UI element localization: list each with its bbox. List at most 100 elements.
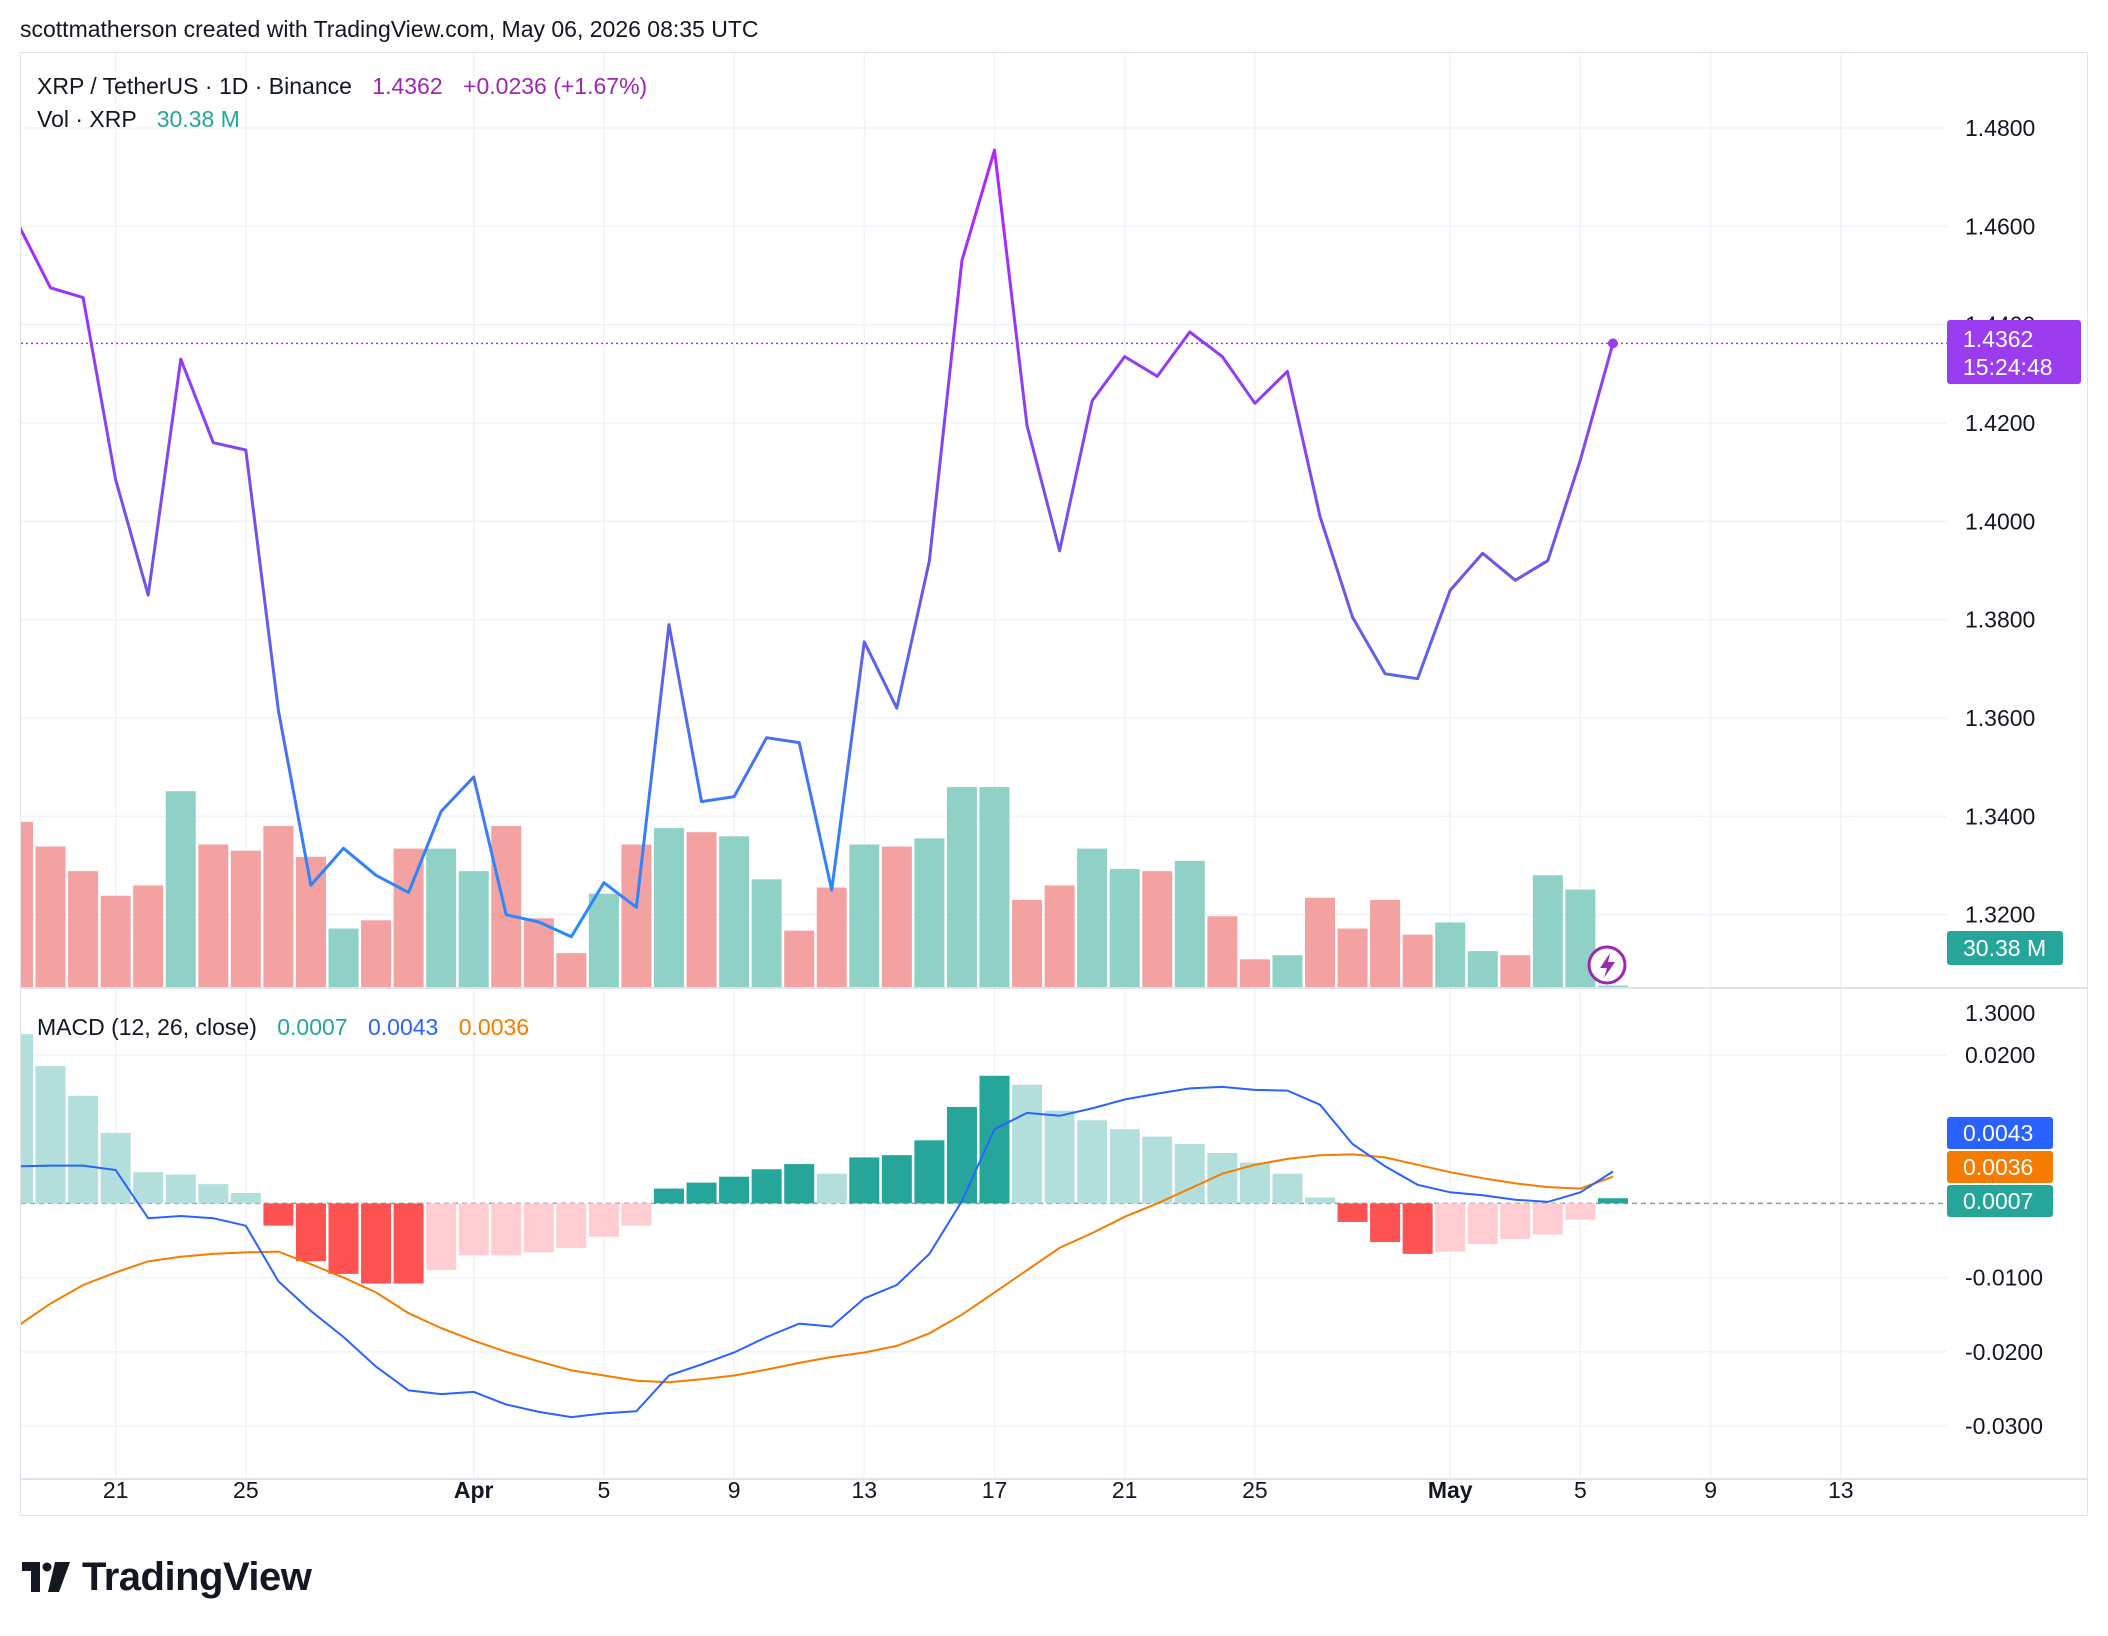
macd-tick-label: -0.0300 <box>1965 1413 2043 1439</box>
volume-bar <box>621 844 652 988</box>
macd-histogram-bar <box>979 1075 1010 1204</box>
macd-histogram-bar <box>1077 1120 1108 1204</box>
macd-histogram-bar <box>751 1169 782 1204</box>
macd-histogram-bar <box>230 1193 261 1204</box>
macd-histogram-bar <box>1272 1173 1303 1204</box>
volume-bar <box>816 887 847 988</box>
macd-histogram-bar <box>1467 1203 1498 1245</box>
macd-tick-label: -0.0100 <box>1965 1265 2043 1291</box>
macd-tick-label: 0.0200 <box>1965 1042 2035 1068</box>
macd-line <box>17 1085 1614 1419</box>
volume-bar <box>1012 899 1043 988</box>
volume-bar <box>328 928 359 988</box>
volume-bar <box>849 844 880 988</box>
macd-histogram-bar <box>588 1203 619 1237</box>
volume-bar <box>35 846 66 988</box>
volume-bar <box>1044 885 1075 988</box>
price-tick-label: 1.3400 <box>1965 803 2035 829</box>
time-tick-label: Apr <box>454 1477 494 1503</box>
chart-svg[interactable]: 1.48001.46001.44001.42001.40001.38001.36… <box>3 53 2087 1515</box>
svg-text:0.0043: 0.0043 <box>1963 1120 2033 1146</box>
volume-bar <box>1402 934 1433 988</box>
volume-bar <box>1467 951 1498 988</box>
price-tick-label: 1.3000 <box>1965 1000 2035 1026</box>
volume-bar <box>1500 955 1531 988</box>
volume-bar <box>1597 985 1628 988</box>
macd-histogram-bar <box>263 1203 294 1226</box>
macd-histogram-bar <box>654 1188 684 1204</box>
legend-change: +0.0236 (+1.67%) <box>463 73 647 99</box>
volume-bar <box>165 791 196 988</box>
volume-bar <box>1174 860 1205 988</box>
time-tick-label: 21 <box>103 1477 129 1503</box>
svg-text:0.0036: 0.0036 <box>1963 1154 2033 1180</box>
macd-histogram-bar <box>35 1066 66 1204</box>
volume-badge: 30.38 M <box>1947 931 2063 965</box>
tradingview-logo: TradingView <box>22 1554 312 1599</box>
legend-symbol: XRP / TetherUS · 1D · Binance 1.4362 +0.… <box>37 73 647 99</box>
price-tick-label: 1.4800 <box>1965 115 2035 141</box>
macd-histogram-bar <box>1305 1197 1335 1204</box>
chart-credit: scottmatherson created with TradingView.… <box>20 16 759 42</box>
volume-bar <box>295 856 326 988</box>
time-tick-label: 21 <box>1112 1477 1138 1503</box>
tradingview-logo-text: TradingView <box>82 1554 312 1599</box>
volume-bar <box>68 871 99 988</box>
macd-histogram-bar <box>458 1203 489 1256</box>
macd-histogram-bar <box>1337 1203 1368 1222</box>
volume-bar <box>1532 875 1563 988</box>
macd-pane <box>3 1034 1947 1419</box>
volume-bar <box>263 826 294 988</box>
volume-bar <box>1142 871 1173 988</box>
chart-frame: 1.48001.46001.44001.42001.40001.38001.36… <box>3 52 2088 1516</box>
price-tick-label: 1.3800 <box>1965 607 2035 633</box>
volume-bar <box>458 871 489 988</box>
volume-bar <box>1305 897 1335 988</box>
macd-histogram-bar <box>165 1174 196 1204</box>
volume-bar <box>393 848 424 988</box>
macd-histogram-bar <box>133 1172 164 1204</box>
legend-macd-line: 0.0043 <box>368 1014 438 1040</box>
macd-signal-badge: 0.0036 <box>1947 1151 2053 1183</box>
macd-histogram-bar <box>523 1203 554 1253</box>
macd-histogram-bar <box>1239 1162 1270 1204</box>
time-tick-label: May <box>1428 1477 1473 1503</box>
macd-histogram-bar <box>426 1203 457 1271</box>
time-tick-label: 25 <box>233 1477 259 1503</box>
time-tick-label: 13 <box>852 1477 878 1503</box>
volume-bar <box>751 879 782 988</box>
countdown-badge: 15:24:48 <box>1963 354 2053 380</box>
legend-price: 1.4362 <box>372 73 442 99</box>
volume-bar <box>1109 869 1140 988</box>
lightning-icon[interactable] <box>1587 945 1627 985</box>
volume-bar <box>784 930 815 988</box>
volume-bar <box>230 850 261 988</box>
price-line <box>16 148 1615 939</box>
macd-histogram-bar <box>491 1203 522 1256</box>
macd-histogram-bar <box>3 1034 33 1204</box>
volume-bar <box>1435 922 1466 988</box>
macd-histogram-bar <box>1402 1203 1433 1254</box>
macd-histogram-bar <box>1012 1084 1043 1204</box>
price-badge-value: 1.4362 <box>1963 326 2033 352</box>
volume-bar <box>979 787 1010 988</box>
macd-histogram-bar <box>1044 1110 1075 1204</box>
macd-histogram-bar <box>849 1157 880 1204</box>
macd-histogram-bar <box>198 1184 229 1204</box>
legend-volume-value: 30.38 M <box>157 106 240 132</box>
volume-bar <box>491 826 522 988</box>
price-series <box>16 148 1947 939</box>
macd-histogram-bar <box>68 1095 99 1204</box>
price-tick-label: 1.3600 <box>1965 705 2035 731</box>
time-tick-label: 9 <box>1704 1477 1717 1503</box>
volume-bar <box>523 918 554 988</box>
volume-bar <box>556 953 587 988</box>
macd-histogram-bar <box>295 1203 326 1262</box>
price-badge: 1.4362 15:24:48 <box>1947 320 2081 384</box>
macd-line-badge: 0.0043 <box>1947 1117 2053 1149</box>
price-tick-label: 1.3200 <box>1965 902 2035 928</box>
time-tick-label: 9 <box>728 1477 741 1503</box>
macd-signal-line <box>17 1153 1614 1384</box>
last-price-dot <box>1607 338 1618 349</box>
macd-histogram-bar <box>784 1164 815 1204</box>
